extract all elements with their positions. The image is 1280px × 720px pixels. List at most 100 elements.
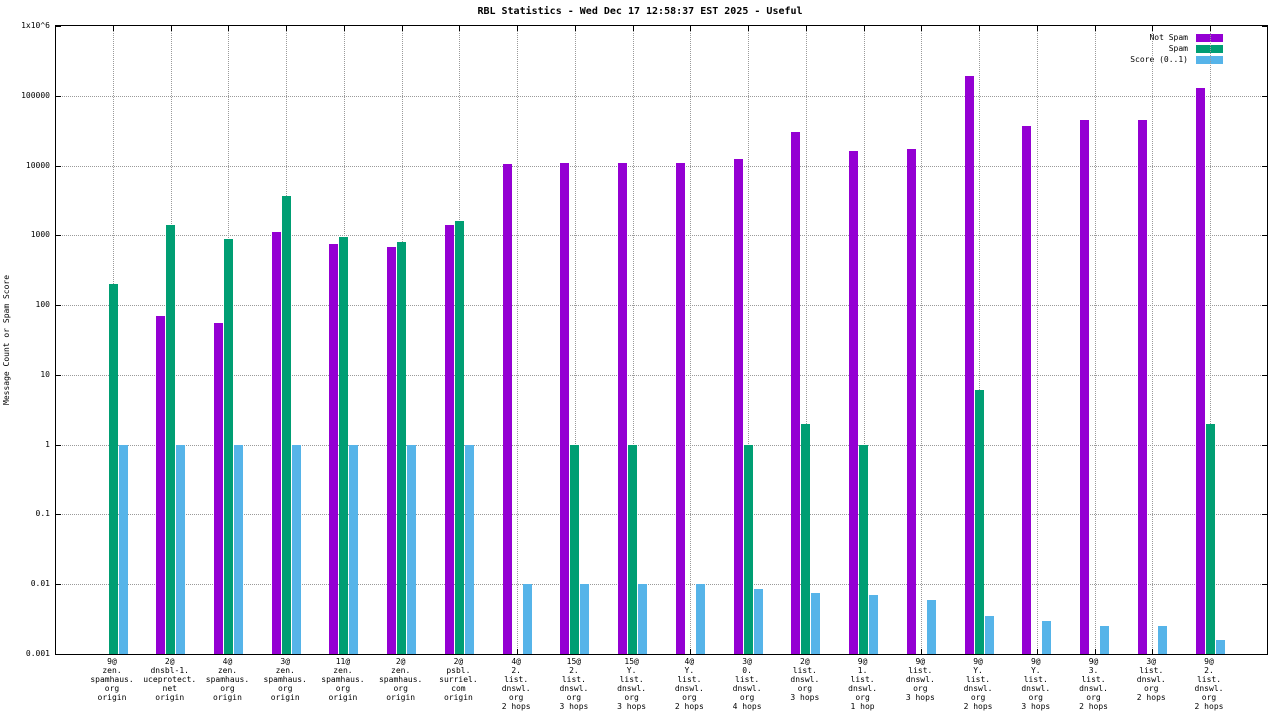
legend-row: Score (0..1) [1130, 53, 1223, 64]
x-gridline [1210, 26, 1211, 654]
x-category-label-line: 3 hops [1021, 702, 1051, 711]
x-category-label-line: origin [443, 693, 473, 702]
x-category-label-line: 1 hop [850, 702, 875, 711]
x-category-label-line: org [797, 684, 813, 693]
bar-spam [859, 444, 869, 654]
legend-label: Spam [1168, 44, 1188, 53]
x-category-label-line: Y. [1030, 666, 1041, 675]
x-tick-mark [1036, 26, 1038, 31]
x-tick-mark [1036, 649, 1038, 654]
x-tick-mark [805, 26, 807, 31]
x-category-label-line: dnswl. [1194, 684, 1224, 693]
bar-spam [743, 444, 753, 654]
x-tick-mark [170, 26, 172, 31]
x-gridline [632, 26, 634, 654]
x-category-label-line: 9@ [973, 657, 983, 666]
bar-not-spam [675, 162, 685, 654]
x-category-label-line: org [970, 693, 986, 702]
bar-not-spam [387, 247, 397, 654]
y-tick-mark [1262, 235, 1267, 237]
x-tick-mark [1094, 649, 1096, 654]
legend: Not Spam Spam Score (0..1) [1130, 31, 1223, 64]
x-category-label-line: org [682, 693, 697, 702]
x-category-label-line: 3. [1088, 666, 1099, 675]
y-tick-mark [56, 305, 61, 307]
y-gridline [56, 514, 1267, 516]
bar-not-spam [560, 162, 570, 654]
x-category-label-line: dnswl. [674, 684, 704, 693]
bar-score-0-1 [464, 444, 474, 654]
y-tick-mark [56, 374, 61, 376]
x-category-label: 9@ zen. spamhaus. org origin [90, 657, 133, 702]
y-tick-mark [1262, 165, 1267, 167]
x-category-label: 4@ Y. list. dnswl. org 2 hops [675, 657, 704, 711]
y-tick-mark [1262, 654, 1267, 655]
bar-spam [281, 195, 291, 654]
x-tick-mark [921, 26, 923, 31]
x-category-label-line: 2@ [395, 657, 406, 666]
x-category-label-line: Y. [684, 666, 695, 675]
y-gridline [56, 374, 1267, 376]
bar-not-spam [1195, 87, 1205, 654]
x-category-label-line: origin [328, 693, 358, 702]
y-tick-mark [56, 26, 61, 27]
x-category-label-line: dnswl. [905, 675, 935, 684]
bar-spam [1205, 423, 1215, 654]
x-category-label: 2@ psbl. surriel. com origin [439, 657, 478, 702]
x-category-label-line: list. [966, 675, 991, 684]
x-category-label-line: 9@ [1204, 657, 1214, 666]
x-category-label-line: org [913, 684, 928, 693]
y-gridline [56, 584, 1267, 586]
legend-swatch [1196, 55, 1223, 64]
y-tick-mark [1262, 374, 1267, 376]
x-tick-mark [517, 649, 519, 654]
bar-not-spam [1022, 125, 1032, 654]
x-category-label-line: origin [270, 693, 300, 702]
y-tick-mark [1262, 95, 1267, 97]
bar-score-0-1 [1100, 626, 1110, 654]
y-tick-label: 0.1 [35, 509, 50, 519]
y-tick-label: 10000 [25, 160, 50, 170]
plot-area: Not Spam Spam Score (0..1) [55, 25, 1268, 655]
x-category-label-line: 4 hops [732, 702, 762, 711]
bar-not-spam [618, 162, 628, 654]
x-category-label-line: 3@ [742, 657, 752, 666]
y-tick-mark [56, 444, 61, 446]
x-tick-mark [228, 26, 230, 31]
y-gridline [56, 444, 1267, 446]
x-tick-mark [1152, 649, 1154, 654]
legend-label: Score (0..1) [1130, 55, 1188, 64]
y-tick-label: 100000 [21, 90, 50, 100]
x-category-label: 3@ zen. spamhaus. org origin [264, 657, 307, 702]
x-category-label: 9@ 2. list. dnswl. org 2 hops [1195, 657, 1224, 711]
x-category-label-line: uceprotect. [143, 675, 197, 684]
x-category-label-line: zen. [102, 666, 122, 675]
x-gridline [863, 26, 865, 654]
bar-score-0-1 [522, 584, 532, 654]
x-category-label: 11@ zen. spamhaus. org origin [321, 657, 364, 702]
x-category-label-line: dnswl. [732, 684, 762, 693]
x-category-label-line: surriel. [439, 675, 478, 684]
x-tick-mark [574, 26, 576, 31]
y-tick-mark [56, 95, 61, 97]
x-category-label: 2@ list. dnswl. org 3 hops [790, 657, 819, 702]
y-tick-mark [1262, 305, 1267, 307]
x-category-label-line: 9@ [857, 657, 868, 666]
x-category-label-line: org [277, 684, 293, 693]
bar-score-0-1 [1042, 620, 1052, 654]
y-tick-label: 0.01 [30, 579, 50, 589]
bar-score-0-1 [926, 599, 936, 654]
x-category-label-line: list. [735, 675, 760, 684]
x-gridline [574, 26, 576, 654]
y-tick-mark [56, 654, 61, 655]
x-category-label: 2@ dnsbl-1. uceprotect. net origin [143, 657, 196, 702]
bar-score-0-1 [869, 595, 879, 654]
x-category-label-line: 9@ [915, 657, 926, 666]
x-gridline [517, 26, 519, 654]
x-category-label-line: org [739, 693, 755, 702]
x-category-label: 2@ zen. spamhaus. org origin [379, 657, 422, 702]
bar-spam [223, 238, 233, 654]
x-category-label-line: dnswl. [617, 684, 647, 693]
bar-score-0-1 [291, 444, 301, 654]
bar-spam [801, 423, 811, 654]
